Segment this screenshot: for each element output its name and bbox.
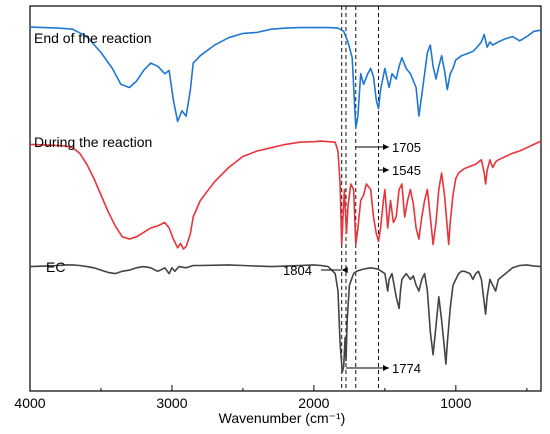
x-tick-label-2000: 2000 [298, 395, 329, 411]
peak-label-1804: 1804 [283, 263, 312, 278]
series-line-0 [29, 26, 542, 129]
series-label-during: During the reaction [34, 134, 152, 150]
x-tick-label-3000: 3000 [156, 395, 187, 411]
series-label-ec: EC [46, 259, 65, 275]
peak-arrowhead-1774 [383, 365, 389, 371]
series-label-end: End of the reaction [34, 30, 152, 46]
x-tick-label-4000: 4000 [14, 395, 45, 411]
series-line-1 [29, 140, 542, 250]
x-tick-label-1000: 1000 [440, 395, 471, 411]
peak-label-1774: 1774 [392, 361, 421, 376]
series-line-2 [29, 264, 542, 373]
peak-arrowhead-1804 [341, 267, 348, 273]
x-axis-title: Wavenumber (cm⁻¹) [219, 410, 346, 426]
plot-layer: 4000 3000 2000 1000 1705 1545 1804 1774 [14, 5, 542, 411]
plot-frame [29, 5, 542, 392]
peak-label-1705: 1705 [392, 140, 421, 155]
peak-arrowhead-1705 [383, 144, 389, 150]
peak-arrowhead-1545 [383, 167, 389, 173]
peak-label-1545: 1545 [392, 163, 421, 178]
